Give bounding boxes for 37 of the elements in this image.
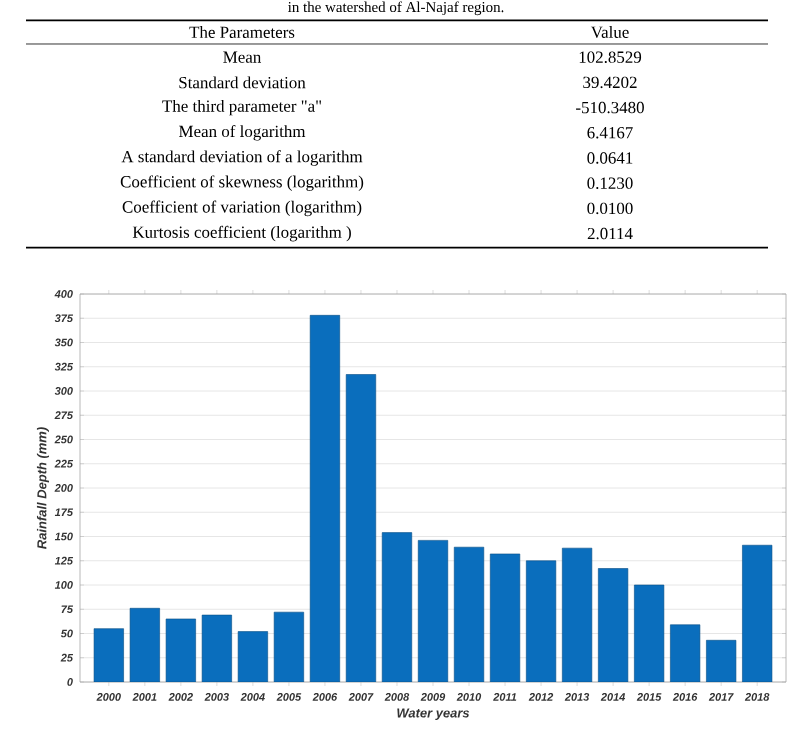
bar (129, 607, 160, 682)
text: 6.4167 (587, 127, 633, 139)
text: 0.1230 (587, 177, 633, 189)
text: 0.0641 (587, 152, 633, 164)
text: 2.0114 (587, 227, 633, 240)
bar (417, 540, 449, 682)
bar (706, 639, 737, 682)
bar (309, 315, 341, 682)
bar (165, 618, 196, 682)
text: 0.0100 (587, 202, 633, 215)
bar (598, 568, 629, 682)
text: Coefficient of skewness (logarithm) (120, 175, 364, 191)
bar (273, 611, 304, 682)
text: 39.4202 (583, 76, 637, 89)
bar (670, 624, 701, 682)
text: A standard deviation of a logarithm (121, 150, 363, 166)
text: Standard deviation (179, 76, 306, 89)
text: Coefficient of variation (logarithm) (122, 200, 362, 217)
bar (201, 614, 232, 682)
text: Value (590, 25, 629, 38)
bar (489, 553, 521, 682)
bar (345, 374, 377, 682)
text: Mean of logarithm (179, 124, 306, 141)
text: 102.8529 (579, 51, 642, 63)
bar (381, 532, 413, 682)
text: -510.3480 (576, 101, 644, 114)
bar (526, 560, 556, 682)
text: Kurtosis coefficient (logarithm ) (132, 225, 351, 242)
bar (742, 544, 773, 682)
text: The third parameter "a" (162, 99, 322, 116)
bar (237, 631, 268, 682)
bar (453, 546, 485, 682)
text: Mean (223, 51, 262, 63)
text: The Parameters (189, 26, 295, 38)
bar (634, 584, 665, 682)
bar (93, 628, 124, 682)
bar (562, 547, 593, 682)
